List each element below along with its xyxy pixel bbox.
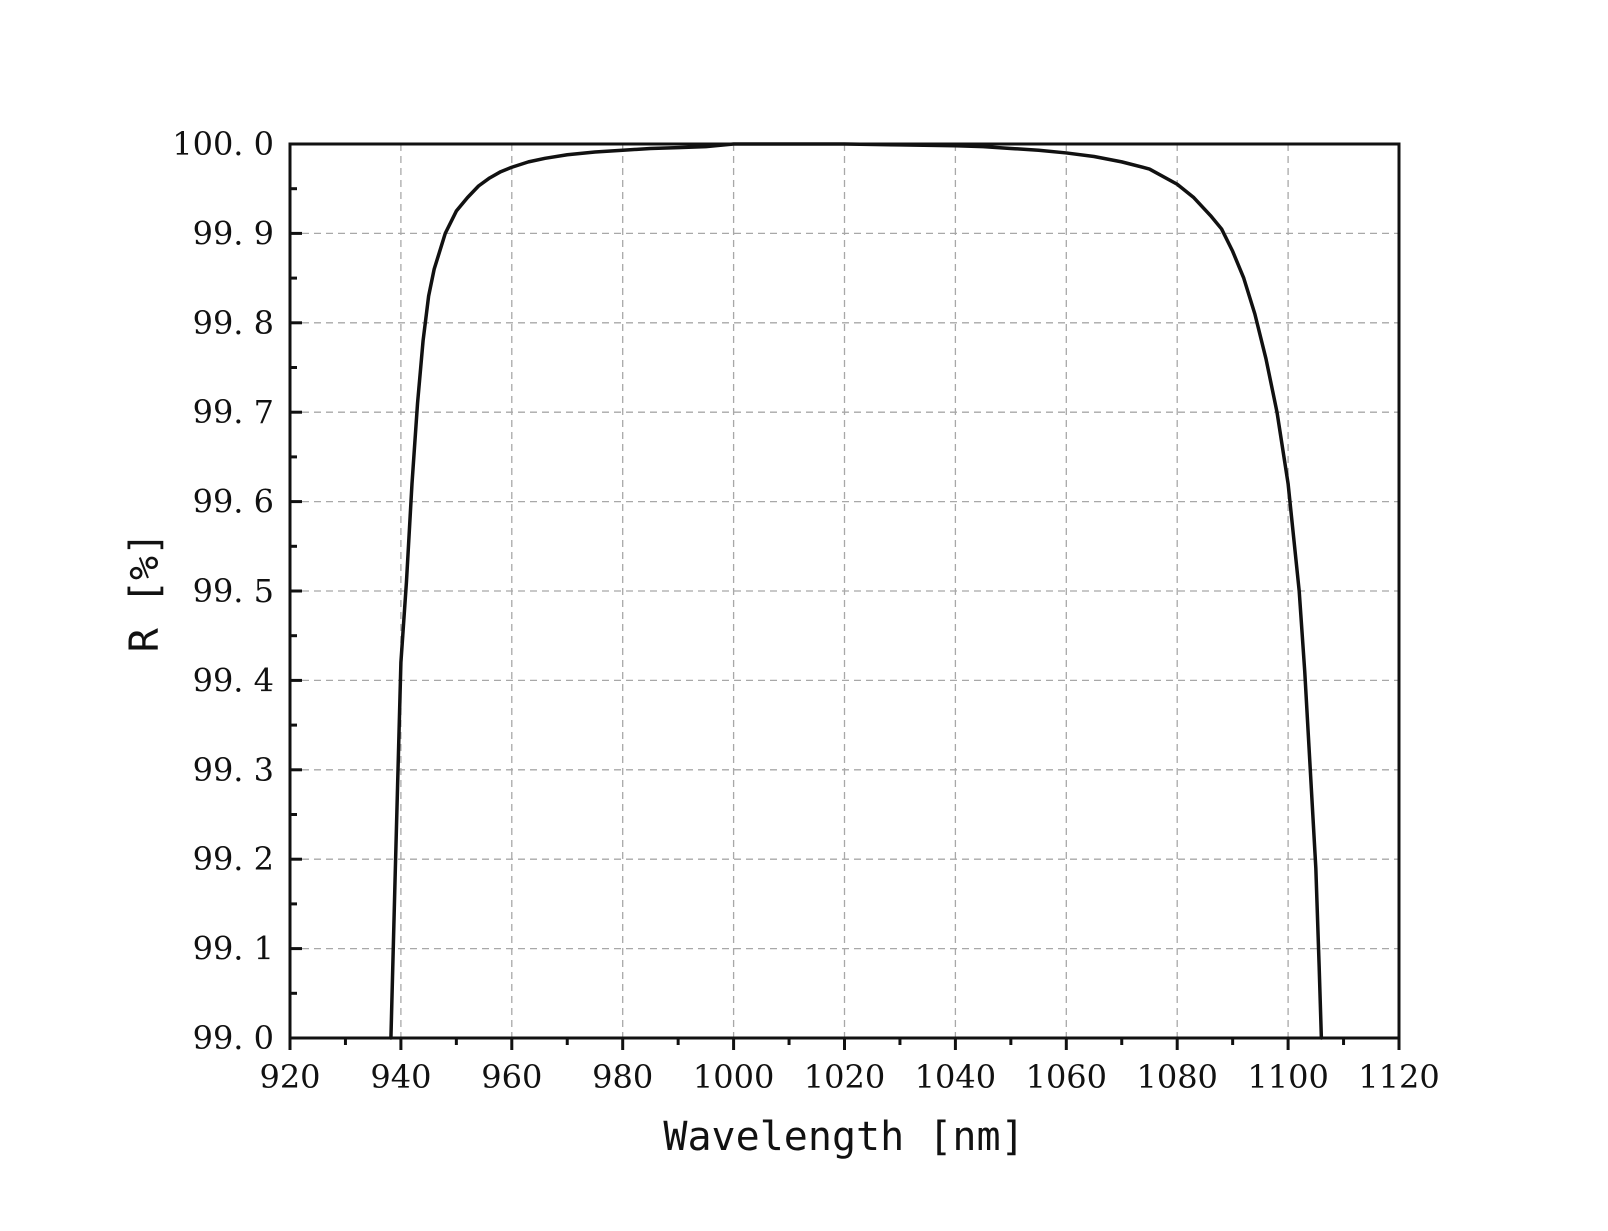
x-tick-label: 1080 [1136,1058,1217,1096]
x-tick-label: 940 [370,1058,431,1096]
x-tick-label: 920 [259,1058,320,1096]
y-tick-label: 99. 7 [193,393,274,431]
axis-ticks [288,142,1401,1050]
y-tick-label: 99. 6 [193,483,274,521]
x-tick-label: 960 [481,1058,542,1096]
x-tick-label: 1120 [1358,1058,1439,1096]
x-tick-label: 1020 [804,1058,885,1096]
x-tick-label: 980 [592,1058,653,1096]
y-tick-label: 99. 9 [193,214,274,252]
x-tick-labels: 920 940 960 980 1000 1020 1040 1060 1080 1100 1120 [259,1058,1439,1096]
y-axis-title: R [%] [122,532,168,652]
y-tick-label: 99. 1 [193,930,274,968]
x-tick-label: 1060 [1026,1058,1107,1096]
y-tick-label: 99. 3 [193,751,274,789]
y-tick-label: 99. 8 [193,304,274,342]
x-tick-label: 1100 [1247,1058,1328,1096]
x-tick-label: 1000 [693,1058,774,1096]
y-tick-labels: 99. 0 99. 1 99. 2 99. 3 99. 4 99. 5 99. 6 99. 7… [172,125,274,1057]
grid-lines [290,144,1399,1038]
x-tick-label: 1040 [915,1058,996,1096]
x-axis-title: Wavelength [nm] [663,1114,1024,1160]
y-tick-label: 99. 2 [193,840,274,878]
y-tick-label: 99. 0 [193,1019,274,1057]
y-tick-label: 100. 0 [172,125,274,163]
y-tick-label: 99. 5 [193,572,274,610]
y-tick-label: 99. 4 [193,661,274,699]
